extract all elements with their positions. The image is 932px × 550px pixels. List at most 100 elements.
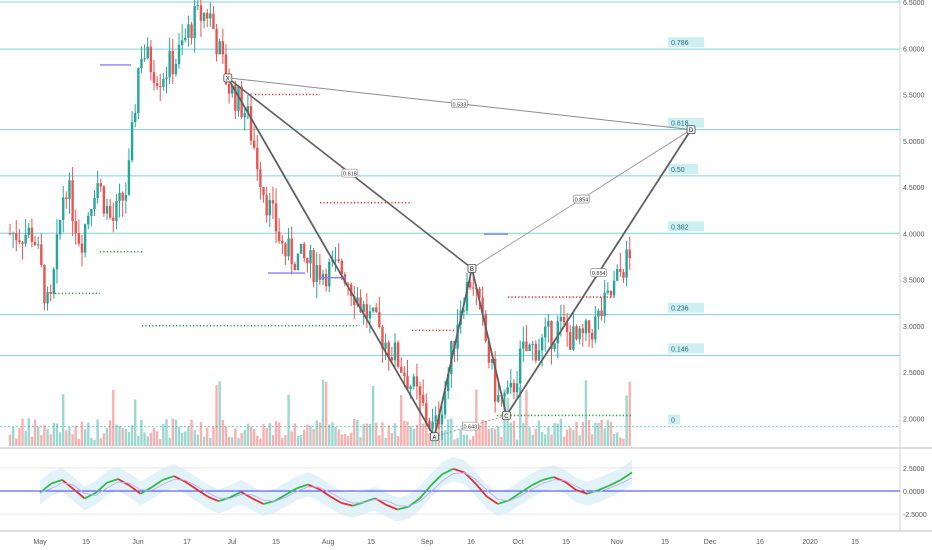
candle-body: [346, 283, 350, 285]
candle-body: [406, 376, 409, 390]
volume-bar: [11, 427, 15, 446]
candle-body: [431, 421, 434, 429]
candle-body: [443, 391, 447, 415]
candle-body: [30, 227, 34, 242]
volume-bar: [77, 439, 81, 446]
volume-bar: [215, 385, 218, 446]
candle-body: [77, 233, 81, 244]
volume-bar: [425, 421, 428, 446]
candle-body: [281, 240, 284, 244]
candle-body: [99, 183, 102, 187]
candle-body: [52, 269, 56, 295]
candle-body: [290, 238, 293, 264]
fib-label-bg: [668, 117, 704, 128]
volume-bar: [603, 428, 606, 446]
volume-bar: [162, 423, 165, 446]
candle-body: [83, 224, 87, 253]
oscillator-segment: [430, 473, 443, 487]
pattern-leg-XA: [227, 77, 436, 438]
volume-histogram: [8, 379, 631, 446]
volume-bar: [112, 389, 115, 446]
volume-bar: [462, 434, 466, 446]
volume-bar: [584, 380, 588, 446]
candle-body: [224, 54, 228, 85]
candle-body: [396, 342, 400, 367]
candle-body: [503, 393, 506, 397]
volume-bar: [274, 420, 278, 446]
volume-bar: [15, 438, 18, 446]
candle-body: [472, 287, 475, 289]
candle-body: [127, 160, 131, 195]
volume-bar: [249, 426, 253, 446]
volume-bar: [337, 429, 340, 446]
candle-body: [146, 46, 149, 59]
oscillator-segment: [184, 480, 197, 490]
time-tick-label: 15: [851, 539, 859, 546]
volume-bar: [365, 423, 369, 446]
candle-body: [343, 274, 347, 284]
volume-bar: [205, 427, 209, 446]
candle-body: [159, 86, 162, 88]
candle-body: [112, 217, 115, 221]
volume-bar: [622, 438, 625, 446]
volume-bar: [406, 421, 409, 446]
pattern-point-label: B: [470, 267, 474, 273]
candle-body: [428, 420, 431, 429]
pattern-point-label: A: [432, 435, 436, 441]
volume-bar: [259, 438, 262, 446]
candle-body: [187, 24, 190, 38]
candle-body: [202, 12, 206, 21]
candle-body: [184, 37, 187, 41]
volume-bar: [371, 385, 375, 446]
candle-body: [40, 244, 43, 266]
pattern-point-label: X: [226, 76, 230, 82]
candle-body: [578, 328, 581, 340]
volume-bar: [500, 436, 503, 446]
candle-body: [108, 206, 112, 218]
volume-bar: [387, 425, 390, 446]
candle-body: [168, 51, 171, 78]
oscillator-segment: [385, 504, 398, 511]
oscillator-segment: [72, 488, 86, 500]
time-tick-label: 15: [82, 539, 90, 546]
volume-bar: [146, 436, 149, 446]
volume-bar: [108, 420, 112, 446]
candle-body: [215, 29, 218, 55]
volume-bar: [587, 419, 591, 446]
volume-bar: [616, 432, 619, 446]
time-tick-label: Jul: [228, 539, 237, 546]
volume-bar: [71, 434, 74, 446]
pattern-point-label: D: [689, 128, 694, 134]
volume-bar: [21, 418, 24, 446]
oscillator-segment: [95, 482, 108, 494]
volume-bar: [522, 423, 525, 446]
candle-body: [65, 197, 68, 200]
candle-body: [572, 326, 575, 350]
volume-bar: [193, 430, 196, 446]
oscillator-segment: [229, 491, 242, 499]
volume-bar: [396, 436, 400, 446]
volume-bar: [240, 432, 243, 446]
volume-bar: [400, 394, 403, 446]
volume-bar: [174, 419, 178, 446]
oscillator-segment: [363, 497, 376, 503]
oscillator-segment: [207, 495, 220, 503]
volume-bar: [256, 435, 259, 446]
volume-bar: [184, 431, 187, 446]
volume-bar: [155, 431, 159, 446]
volume-bar: [212, 426, 215, 446]
candle-body: [581, 328, 584, 334]
volume-bar: [177, 427, 181, 446]
oscillator-segment: [173, 475, 186, 483]
volume-bar: [525, 389, 528, 446]
candle-body: [487, 341, 491, 363]
volume-bar: [287, 394, 290, 446]
candle-body: [177, 45, 181, 65]
candle-body: [193, 5, 196, 39]
volume-bar: [403, 420, 406, 446]
volume-bar: [299, 435, 303, 446]
volume-bar: [468, 439, 472, 446]
candle-body: [597, 310, 600, 317]
